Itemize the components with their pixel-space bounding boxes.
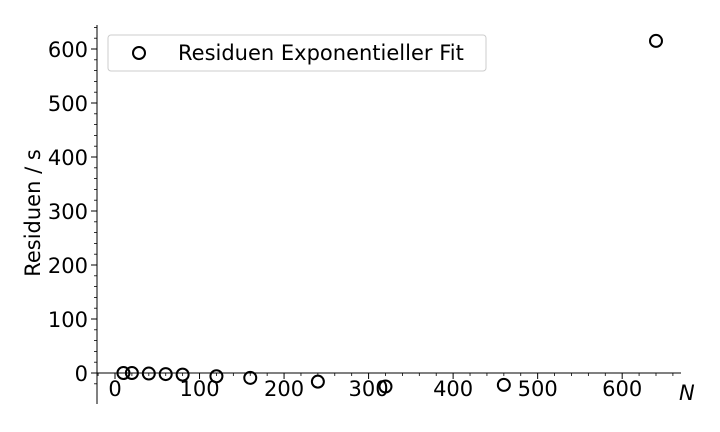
y-axis-label: Residuen / s <box>21 149 45 277</box>
data-point <box>158 367 173 382</box>
x-tick-label-200: 200 <box>264 377 304 401</box>
y-tick-label-0: 0 <box>75 362 88 386</box>
legend: Residuen Exponentieller Fit <box>107 34 487 72</box>
data-point <box>175 367 190 382</box>
data-point <box>378 379 393 394</box>
legend-label: Residuen Exponentieller Fit <box>178 41 464 65</box>
x-tick-label-400: 400 <box>433 377 473 401</box>
data-point <box>496 377 511 392</box>
y-tick-label-500: 500 <box>48 92 88 116</box>
data-point <box>648 33 663 48</box>
y-tick-label-600: 600 <box>48 38 88 62</box>
y-tick-label-400: 400 <box>48 146 88 170</box>
x-axis-label: N <box>679 381 695 405</box>
data-point <box>209 369 224 384</box>
data-point <box>124 366 139 380</box>
legend-marker <box>132 46 146 60</box>
data-point <box>141 366 156 381</box>
x-tick-label-600: 600 <box>602 377 642 401</box>
data-point <box>116 366 131 380</box>
y-tick-label-200: 200 <box>48 254 88 278</box>
legend-box <box>107 34 487 72</box>
data-point <box>243 370 258 385</box>
y-tick-label-100: 100 <box>48 308 88 332</box>
y-tick-label-300: 300 <box>48 200 88 224</box>
x-tick-label-0: 0 <box>108 377 121 401</box>
data-points <box>116 33 663 394</box>
x-tick-label-500: 500 <box>518 377 558 401</box>
data-point <box>310 374 325 389</box>
